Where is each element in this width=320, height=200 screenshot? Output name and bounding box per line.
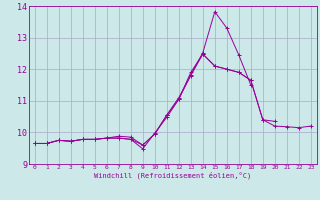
X-axis label: Windchill (Refroidissement éolien,°C): Windchill (Refroidissement éolien,°C) [94, 172, 252, 179]
